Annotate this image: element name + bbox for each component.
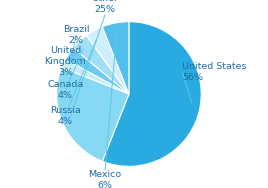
Text: Mexico
6%: Mexico 6% [88,170,122,188]
Text: United States
56%: United States 56% [183,62,247,82]
Wedge shape [102,22,129,94]
Text: Canada
4%: Canada 4% [47,80,83,100]
Text: United
Kingdom
3%: United Kingdom 3% [44,46,86,77]
Wedge shape [73,36,129,94]
Text: Brazil
2%: Brazil 2% [63,25,90,45]
Wedge shape [62,59,129,94]
Wedge shape [57,67,129,161]
Wedge shape [87,27,129,94]
Wedge shape [66,48,129,94]
Text: Other
25%: Other 25% [92,0,118,14]
Wedge shape [102,22,201,166]
Text: Russia
4%: Russia 4% [50,106,81,126]
